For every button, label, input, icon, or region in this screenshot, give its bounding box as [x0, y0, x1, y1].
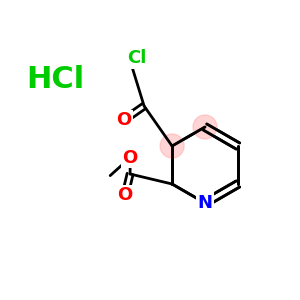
Circle shape — [160, 134, 184, 158]
Text: O: O — [117, 186, 133, 204]
Text: O: O — [123, 148, 138, 166]
Circle shape — [193, 115, 217, 139]
Text: N: N — [197, 194, 212, 212]
Text: Cl: Cl — [127, 50, 147, 68]
Text: O: O — [116, 111, 131, 129]
Text: HCl: HCl — [26, 65, 84, 94]
